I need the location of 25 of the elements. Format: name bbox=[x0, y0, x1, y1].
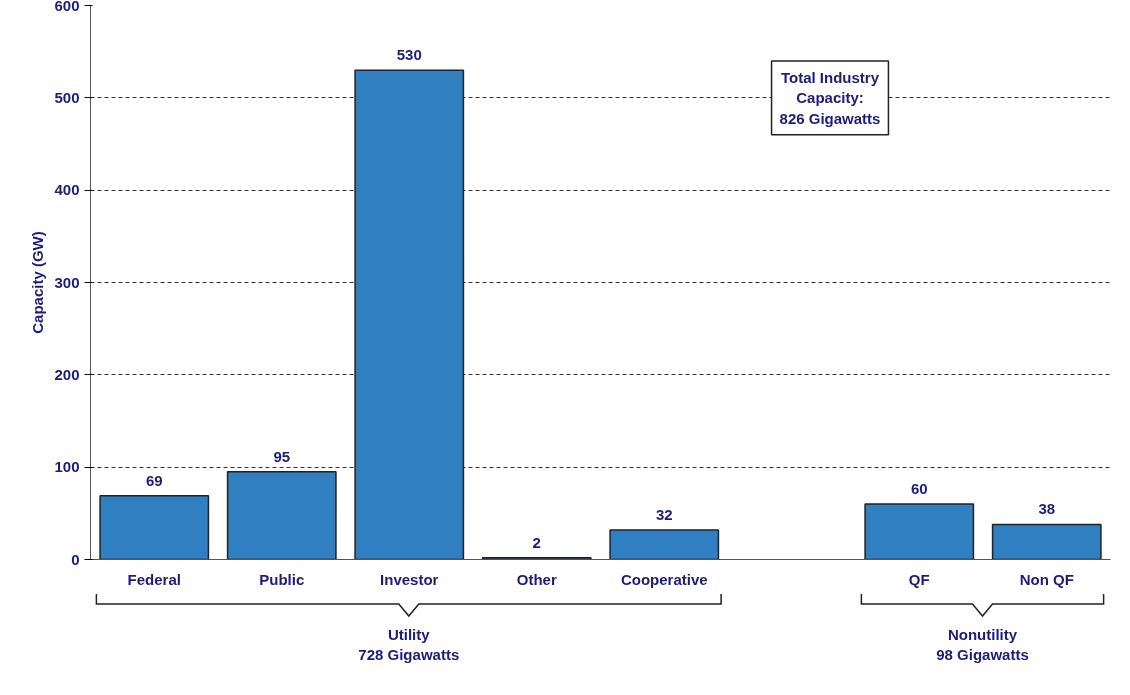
annotation: Total Industry Capacity: 826 Gigawatts bbox=[779, 68, 881, 127]
y-tick-label: 600 bbox=[54, 0, 80, 14]
y-axis-title: Capacity (GW) bbox=[29, 231, 47, 334]
data-label: 38 bbox=[1038, 500, 1056, 518]
data-label: 95 bbox=[273, 447, 291, 465]
data-label: 32 bbox=[655, 505, 673, 523]
text: Utility 728 Gigawatts bbox=[358, 626, 460, 663]
x-tick-label: Non QF bbox=[1019, 570, 1074, 588]
y-tick-label: 100 bbox=[54, 458, 80, 476]
y-tick-label: 0 bbox=[71, 550, 80, 568]
text: Nonutility 98 Gigawatts bbox=[936, 626, 1029, 663]
x-tick-label: Federal bbox=[127, 570, 181, 588]
x-tick-label: QF bbox=[908, 570, 930, 588]
data-label: 2 bbox=[532, 533, 541, 551]
y-tick-label: 400 bbox=[54, 181, 80, 199]
x-tick-label: Investor bbox=[380, 570, 439, 588]
data-label: 530 bbox=[396, 46, 422, 64]
y-tick-label: 200 bbox=[54, 365, 80, 383]
y-tick-label: 500 bbox=[54, 88, 80, 106]
data-label: 60 bbox=[910, 480, 928, 498]
y-tick-label: 300 bbox=[54, 273, 80, 291]
data-label: 69 bbox=[145, 471, 163, 489]
x-tick-label: Other bbox=[516, 570, 557, 588]
x-tick-label: Cooperative bbox=[620, 570, 708, 588]
x-tick-label: Public bbox=[259, 570, 305, 588]
